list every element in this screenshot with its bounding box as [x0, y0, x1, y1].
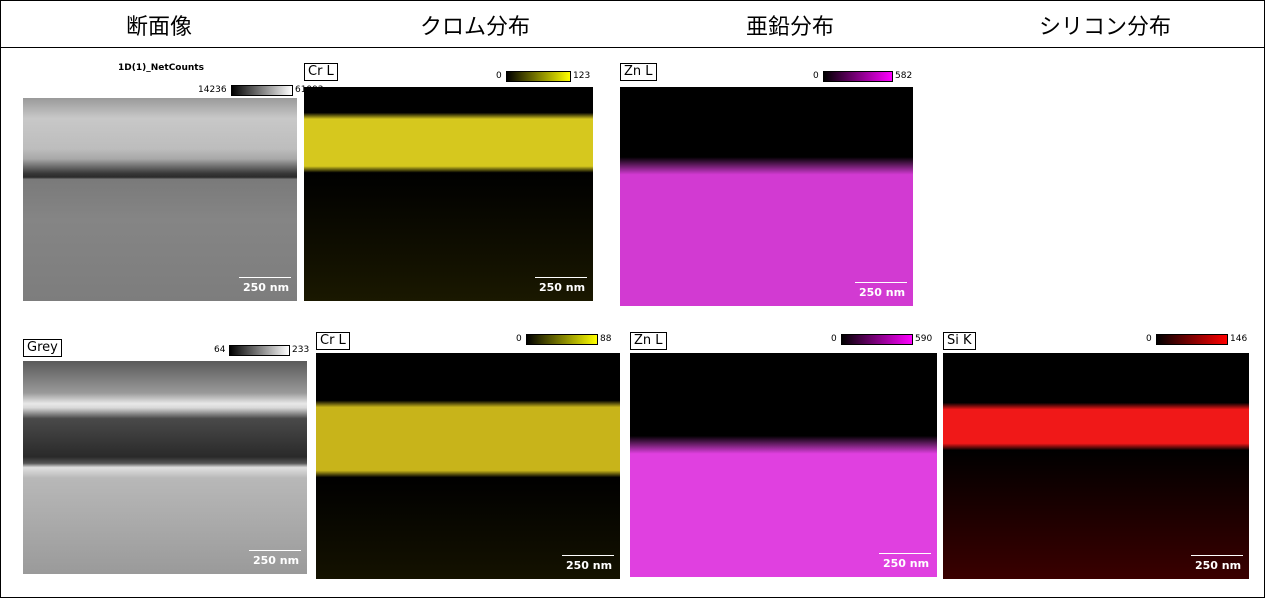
color-bar-max: 123	[573, 71, 591, 81]
panel-label: Grey	[23, 339, 62, 357]
color-bar-min: 0	[1146, 334, 1152, 344]
color-bar-min: 0	[813, 71, 819, 81]
scale-bar	[1191, 555, 1243, 556]
micrograph	[943, 353, 1249, 579]
scale-label: 250 nm	[566, 559, 613, 572]
micrograph	[620, 87, 913, 306]
panel-label: Si K	[943, 332, 976, 350]
scale-label: 250 nm	[539, 281, 586, 294]
scale-label: 250 nm	[883, 557, 930, 570]
color-bar-max: 233	[292, 345, 310, 355]
color-bar	[526, 334, 598, 345]
color-bar	[506, 71, 571, 82]
color-bar-max: 146	[1230, 334, 1248, 344]
scale-bar	[535, 277, 587, 278]
panel-label: Cr L	[304, 63, 338, 81]
color-bar	[229, 345, 290, 356]
color-bar-min: 0	[831, 334, 837, 344]
panel-title: 1D(1)_NetCounts	[118, 63, 204, 73]
scale-label: 250 nm	[243, 281, 290, 294]
color-bar-max: 582	[895, 71, 913, 81]
color-bar	[231, 85, 293, 96]
scale-bar	[562, 555, 614, 556]
color-bar-min: 0	[496, 71, 502, 81]
scale-bar	[855, 282, 907, 283]
color-bar-max: 590	[915, 334, 933, 344]
micrograph	[630, 353, 937, 577]
column-header: クロム分布	[419, 15, 530, 40]
color-bar-max: 88	[600, 334, 612, 344]
color-bar-min: 64	[214, 345, 226, 355]
column-header: シリコン分布	[1038, 15, 1171, 40]
color-bar	[823, 71, 893, 82]
color-bar	[1156, 334, 1228, 345]
scale-label: 250 nm	[1195, 559, 1242, 572]
scale-label: 250 nm	[253, 554, 300, 567]
scale-bar	[879, 553, 931, 554]
micrograph	[23, 98, 297, 301]
column-header: 亜鉛分布	[745, 15, 834, 40]
scale-bar	[239, 277, 291, 278]
panel-label: Zn L	[620, 63, 657, 81]
micrograph	[304, 87, 593, 301]
micrograph	[23, 361, 307, 574]
color-bar-min: 0	[516, 334, 522, 344]
column-header: 断面像	[125, 15, 192, 40]
color-bar	[841, 334, 913, 345]
panel-label: Zn L	[630, 332, 667, 350]
header-rule	[1, 47, 1265, 48]
micrograph	[316, 353, 620, 579]
color-bar-min: 14236	[198, 85, 227, 95]
scale-label: 250 nm	[859, 286, 906, 299]
panel-label: Cr L	[316, 332, 350, 350]
scale-bar	[249, 550, 301, 551]
